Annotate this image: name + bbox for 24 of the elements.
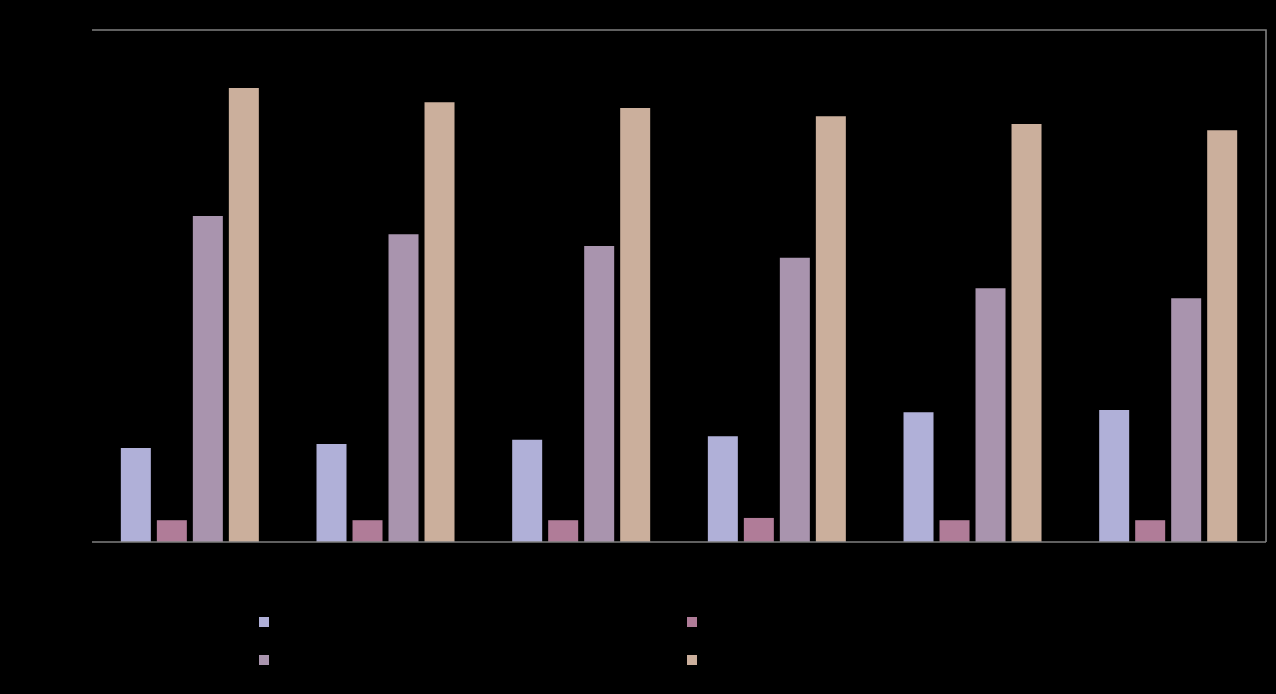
bar [707, 436, 738, 542]
bar [815, 116, 846, 542]
bar [548, 520, 579, 542]
bar [939, 520, 970, 542]
bar [512, 439, 543, 542]
bar [1207, 130, 1238, 542]
bar [352, 520, 383, 542]
bar [584, 246, 615, 542]
bar [975, 288, 1006, 542]
bar [424, 102, 455, 542]
bar [1099, 409, 1130, 542]
bar [779, 257, 810, 542]
bar [156, 520, 187, 542]
bar [1171, 298, 1202, 542]
bar [903, 412, 934, 542]
bar [743, 517, 774, 542]
bar [388, 234, 419, 542]
bar [620, 108, 651, 542]
bar [1011, 123, 1042, 542]
bar [192, 216, 223, 542]
bar [316, 443, 347, 542]
bar [1135, 520, 1166, 542]
bar [120, 448, 151, 542]
bar [228, 88, 259, 542]
